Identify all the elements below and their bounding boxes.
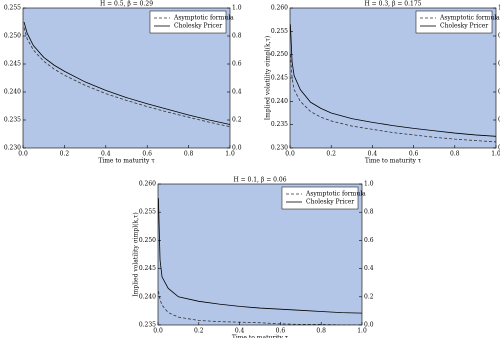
legend-label: Asymptotic formula bbox=[305, 191, 366, 198]
y2-tick-label: 0.6 bbox=[364, 237, 374, 244]
y2-tick-label: 1.0 bbox=[498, 5, 500, 12]
x-tick-label: 0.4 bbox=[368, 151, 378, 158]
y-axis-label: Implied volatility σimpl(k,τ) bbox=[133, 212, 140, 296]
y2-tick-label: 0.4 bbox=[498, 89, 500, 96]
x-tick-label: 0.6 bbox=[409, 151, 419, 158]
y-tick-label: 0.240 bbox=[271, 98, 288, 105]
y-tick-label: 0.240 bbox=[4, 89, 21, 96]
y-axis-label: Implied volatility σimpl(k,τ) bbox=[265, 36, 272, 120]
x-tick-label: 0.4 bbox=[235, 328, 245, 335]
y2-tick-label: 0.8 bbox=[364, 209, 374, 216]
y-tick-label: 0.235 bbox=[139, 322, 156, 329]
x-tick-label: 0.0 bbox=[285, 151, 295, 158]
chart-title: H = 0.1, β = 0.06 bbox=[233, 177, 286, 184]
y-tick-label: 0.260 bbox=[271, 5, 288, 12]
y2-tick-label: 0.0 bbox=[364, 322, 374, 329]
chart-title: H = 0.5, β = 0.29 bbox=[100, 1, 153, 8]
legend-box bbox=[149, 10, 227, 34]
y2-tick-label: 0.2 bbox=[232, 117, 242, 124]
y-tick-label: 0.250 bbox=[139, 237, 156, 244]
line-series bbox=[23, 21, 230, 125]
plot-frame bbox=[157, 183, 363, 326]
legend-label: Asymptotic formula bbox=[439, 15, 500, 22]
x-tick-label: 0.0 bbox=[18, 151, 28, 158]
plot-frame bbox=[22, 7, 231, 149]
x-axis-label: Time to maturity τ bbox=[98, 158, 155, 165]
line-series bbox=[158, 291, 362, 325]
y2-tick-label: 1.0 bbox=[364, 181, 374, 188]
legend-box bbox=[281, 186, 359, 210]
chart-title: H = 0.3, β = 0.175 bbox=[365, 1, 422, 8]
y-tick-label: 0.260 bbox=[139, 181, 156, 188]
x-tick-label: 1.0 bbox=[357, 328, 367, 335]
y2-tick-label: 0.2 bbox=[364, 293, 374, 300]
line-series bbox=[290, 24, 496, 137]
y-tick-label: 0.245 bbox=[4, 61, 21, 68]
legend-label: Asymptotic formula bbox=[173, 15, 234, 22]
x-tick-label: 1.0 bbox=[225, 151, 235, 158]
x-tick-label: 0.2 bbox=[60, 151, 70, 158]
x-tick-label: 0.6 bbox=[276, 328, 286, 335]
legend-label: Cholesky Pricer bbox=[174, 23, 222, 30]
y-tick-label: 0.245 bbox=[271, 75, 288, 82]
y-tick-label: 0.235 bbox=[271, 121, 288, 128]
line-series bbox=[290, 54, 496, 143]
legend-label: Cholesky Pricer bbox=[440, 23, 488, 30]
y2-tick-label: 0.2 bbox=[498, 117, 500, 124]
line-series bbox=[158, 198, 362, 314]
y-tick-label: 0.230 bbox=[4, 145, 21, 152]
y2-tick-label: 0.8 bbox=[498, 33, 500, 40]
y2-tick-label: 0.4 bbox=[232, 89, 242, 96]
y2-tick-label: 0.4 bbox=[364, 265, 374, 272]
x-tick-label: 0.8 bbox=[450, 151, 460, 158]
y2-tick-label: 0.0 bbox=[232, 145, 242, 152]
legend-box bbox=[415, 10, 493, 34]
y-tick-label: 0.250 bbox=[4, 33, 21, 40]
x-tick-label: 1.0 bbox=[491, 151, 500, 158]
x-tick-label: 0.8 bbox=[184, 151, 194, 158]
x-tick-label: 0.0 bbox=[153, 328, 163, 335]
y-tick-label: 0.230 bbox=[271, 145, 288, 152]
x-tick-label: 0.2 bbox=[194, 328, 204, 335]
y2-tick-label: 0.6 bbox=[498, 61, 500, 68]
y-tick-label: 0.235 bbox=[4, 117, 21, 124]
x-tick-label: 0.8 bbox=[316, 328, 326, 335]
legend-label: Cholesky Pricer bbox=[306, 199, 354, 206]
y-tick-label: 0.255 bbox=[271, 28, 288, 35]
y-tick-label: 0.255 bbox=[4, 5, 21, 12]
y2-tick-label: 0.8 bbox=[232, 33, 242, 40]
x-tick-label: 0.2 bbox=[326, 151, 336, 158]
y-tick-label: 0.255 bbox=[139, 209, 156, 216]
y2-tick-label: 0.0 bbox=[498, 145, 500, 152]
x-tick-label: 0.6 bbox=[142, 151, 152, 158]
x-axis-label: Time to maturity τ bbox=[365, 158, 422, 165]
x-axis-label: Time to maturity τ bbox=[232, 335, 289, 338]
y2-tick-label: 1.0 bbox=[232, 5, 242, 12]
x-tick-label: 0.4 bbox=[101, 151, 111, 158]
y-tick-label: 0.240 bbox=[139, 293, 156, 300]
y-tick-label: 0.245 bbox=[139, 265, 156, 272]
y2-tick-label: 0.6 bbox=[232, 61, 242, 68]
y-tick-label: 0.250 bbox=[271, 51, 288, 58]
line-series bbox=[23, 27, 230, 128]
